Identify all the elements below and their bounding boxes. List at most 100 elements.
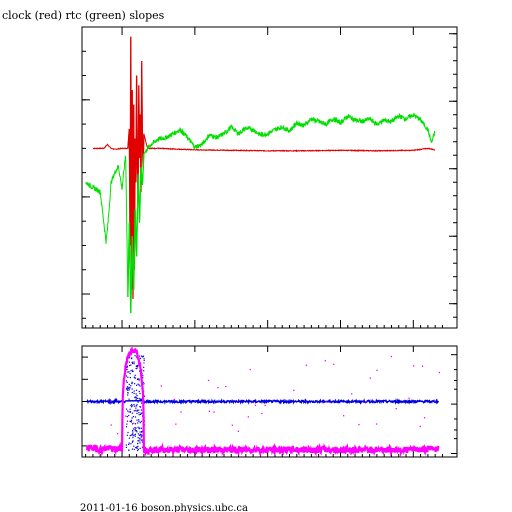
- offset-point: [142, 355, 144, 357]
- offset-point: [133, 410, 135, 412]
- offset-point: [132, 440, 134, 442]
- offset-point: [131, 404, 133, 406]
- offset-point: [135, 430, 138, 432]
- offset-point: [125, 446, 127, 448]
- offset-point: [136, 404, 138, 406]
- offset-point: [133, 445, 135, 447]
- offset-point: [126, 420, 129, 422]
- offset-point: [129, 435, 131, 437]
- offset-point: [139, 385, 141, 387]
- offset-point: [126, 366, 128, 368]
- offset-point: [128, 449, 130, 451]
- offset-point: [137, 440, 139, 442]
- offset-point: [143, 383, 145, 385]
- offset-point: [130, 364, 132, 366]
- offset-point: [127, 410, 129, 412]
- offset-point: [130, 421, 133, 423]
- rnd-trip-point: [249, 368, 251, 371]
- rnd-trip-point: [423, 417, 426, 419]
- offset-point: [125, 426, 128, 428]
- offset-point: [140, 420, 142, 422]
- offset-point: [137, 449, 139, 452]
- rnd-trip-point: [175, 423, 177, 425]
- rnd-trip-point: [110, 400, 112, 402]
- offset-point: [130, 358, 133, 360]
- rnd-trip-point: [110, 424, 112, 426]
- offset-point: [134, 428, 136, 430]
- offset-point: [131, 412, 134, 414]
- offset-point: [129, 420, 132, 423]
- offset-point: [137, 378, 140, 380]
- rnd-trip-point: [351, 393, 353, 395]
- offset-point: [141, 439, 143, 441]
- offset-point: [134, 416, 137, 418]
- offset-point: [132, 428, 134, 430]
- offset-point: [131, 448, 133, 450]
- offset-point: [135, 365, 137, 367]
- offset-point: [136, 431, 138, 433]
- offset-point: [135, 447, 137, 449]
- rnd-trip-point: [325, 401, 327, 403]
- offset-point: [139, 438, 141, 440]
- offset-point: [139, 440, 141, 442]
- offset-point: [138, 390, 140, 393]
- offset-point: [135, 427, 137, 429]
- series-line-rnd-trip: [86, 346, 440, 457]
- offset-point: [143, 395, 146, 397]
- rnd-trip-point: [395, 408, 397, 410]
- offset-point: [128, 411, 130, 413]
- rnd-trip-point: [390, 355, 392, 358]
- offset-point: [140, 413, 142, 415]
- offset-point: [134, 374, 136, 376]
- offset-point: [138, 397, 140, 400]
- offset-point: [132, 362, 134, 364]
- offset-point: [134, 433, 136, 435]
- offset-point: [136, 410, 138, 412]
- offset-point: [128, 398, 130, 400]
- offset-point: [135, 407, 137, 409]
- offset-point: [133, 376, 135, 378]
- offset-point: [141, 431, 143, 433]
- offset-point: [130, 443, 132, 445]
- offset-point: [140, 434, 142, 436]
- offset-point: [135, 368, 137, 370]
- offset-point: [127, 371, 129, 373]
- offset-point: [131, 361, 133, 364]
- series-burst-clock: [127, 36, 145, 299]
- rnd-trip-point: [247, 416, 249, 418]
- offset-point: [139, 398, 141, 400]
- offset-point: [139, 437, 141, 439]
- offset-point: [133, 363, 135, 365]
- rnd-trip-point: [365, 401, 367, 403]
- offset-point: [138, 428, 140, 430]
- rnd-trip-point: [305, 364, 308, 366]
- offset-point: [127, 386, 129, 388]
- offset-point: [126, 367, 128, 369]
- offset-point: [136, 447, 138, 449]
- offset-point: [140, 436, 142, 438]
- rnd-trip-point: [134, 410, 136, 412]
- rnd-trip-point: [333, 363, 335, 365]
- offset-point: [128, 442, 130, 444]
- offset-point: [134, 405, 136, 407]
- offset-point: [131, 369, 133, 371]
- offset-point: [138, 419, 140, 421]
- offset-point: [143, 402, 145, 404]
- bottom-panel: [81, 345, 458, 458]
- offset-point: [131, 423, 134, 425]
- offset-point: [129, 408, 131, 410]
- offset-point: [137, 437, 139, 439]
- offset-point: [140, 409, 142, 411]
- offset-point: [127, 376, 129, 378]
- offset-point: [137, 366, 139, 368]
- offset-point: [130, 370, 132, 372]
- offset-point: [132, 437, 134, 439]
- offset-point: [132, 432, 134, 434]
- offset-point: [138, 414, 140, 416]
- offset-point: [133, 392, 135, 394]
- offset-point: [125, 444, 127, 446]
- offset-point: [129, 386, 131, 388]
- offset-point: [131, 391, 133, 394]
- offset-point: [126, 387, 128, 390]
- offset-point: [134, 383, 136, 385]
